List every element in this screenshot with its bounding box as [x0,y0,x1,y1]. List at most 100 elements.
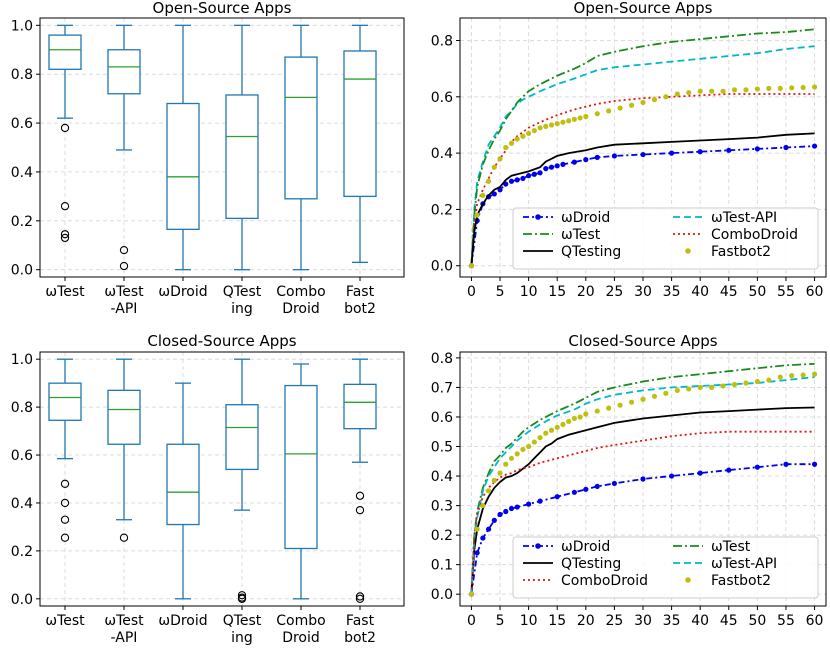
data-point [697,88,703,94]
legend-label: ωTest-API [711,210,777,226]
y-tick-label: 0.0 [11,592,33,608]
data-point [594,154,600,160]
series-line [470,93,815,266]
data-point [726,147,732,153]
data-point [526,130,532,137]
chart-title: Open-Source Apps [153,0,292,17]
y-tick-label: 0.2 [11,544,33,560]
outlier-point [119,245,129,255]
axes-frame [39,351,405,607]
x-tick-label: 0 [467,284,476,300]
x-tick-label: Fast [346,284,375,300]
data-point [668,150,675,156]
x-tick-label: ωDroid [158,613,207,629]
data-point [789,373,795,379]
y-tick-label: 0.4 [431,469,453,485]
box-0 [48,24,82,243]
box-1 [107,24,141,271]
outlier-point [237,591,247,600]
data-point [577,115,583,121]
y-tick-label: 0.4 [431,146,453,162]
legend-marker [685,248,691,254]
data-point [543,430,549,436]
outlier-point [60,533,70,542]
data-point [726,467,732,473]
outlier-point [60,233,70,243]
data-point [766,377,772,383]
data-point [640,151,646,158]
data-point [520,446,526,453]
data-point [697,470,703,476]
legend-label: ωTest-API [711,556,777,572]
outlier-point [119,261,129,271]
data-point [783,144,789,151]
y-tick-label: 0.8 [431,34,453,50]
data-point [651,393,658,399]
x-tick-label: ωTest [45,284,85,300]
data-point [566,418,572,425]
data-point [731,381,738,388]
data-point [480,502,486,509]
legend-item-omega-test-api: ωTest-API [673,556,777,572]
data-point [709,88,715,94]
x-tick-label: QTest [223,284,262,300]
data-point [554,163,560,169]
series-combodroid [470,93,815,266]
legend-marker [535,543,541,549]
chart-title: Open-Source Apps [574,0,713,17]
data-point [531,171,537,177]
data-point [583,157,589,163]
line-chart-closed-source: 0.0 0.1 0.2 0.3 0.4 0.5 0.6 0.7 0.8 0 5 10 15 20 25 30 3… [431,332,827,629]
y-tick-label: 0.5 [431,440,453,456]
data-point [497,470,503,476]
box-iqr [48,382,82,421]
data-point [571,159,577,165]
legend-item-omega-droid: ωDroid [523,539,610,555]
box-iqr [343,50,377,198]
data-point [526,501,532,507]
data-point [537,170,543,176]
data-point [560,161,566,167]
data-point [594,111,600,117]
data-point [491,517,497,523]
series-omega-droid [468,461,818,597]
x-tick-label: 50 [748,613,766,629]
data-point [497,511,503,518]
data-point [754,146,760,152]
y-tick-label: 0.0 [431,587,453,603]
box-4 [284,24,318,271]
data-point [537,125,543,131]
legend-label: ComboDroid [561,573,648,589]
x-tick-label: Droid [282,301,320,317]
y-tick-label: 0.1 [431,558,453,574]
data-point [811,461,818,467]
data-point [560,119,566,125]
x-tick-label: ωDroid [158,284,207,300]
y-tick-label: 0.8 [11,67,33,83]
y-tick-label: 0.6 [11,116,33,132]
data-point [783,461,789,467]
data-point [560,421,566,427]
x-tick-label: 10 [520,613,538,629]
legend-frame [512,536,819,599]
outlier-point [60,123,70,133]
legend: ωDroid ωTest-API ωTest ComboDroid QTesting Fa… [512,207,819,270]
data-point [571,415,577,422]
x-tick-label: ωTest [45,613,85,629]
data-point [503,508,509,515]
data-point [554,120,560,127]
legend-label: Fastbot2 [711,573,771,589]
series-line [470,145,815,266]
series-combodroid [470,430,815,595]
data-point [497,156,503,162]
box-iqr [284,384,318,550]
data-point [537,435,543,441]
series-line [470,132,815,266]
box-3 [225,24,259,271]
y-tick-label: 0.6 [11,448,33,464]
y-tick-label: 1.0 [11,18,33,34]
data-point [663,94,669,100]
x-tick-label: 25 [605,284,623,300]
data-point [548,427,555,433]
